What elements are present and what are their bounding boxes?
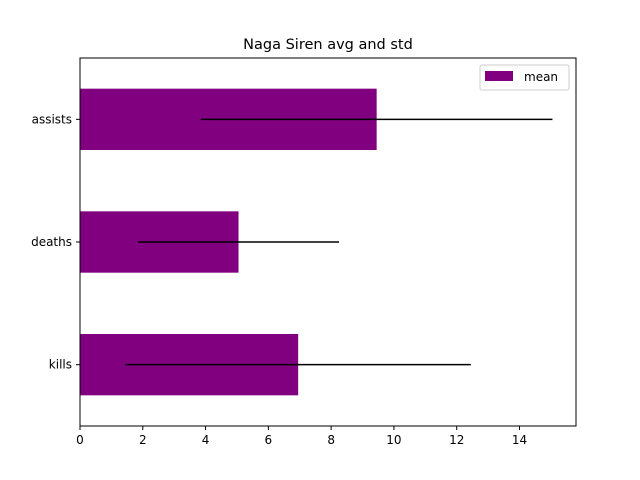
chart-title: Naga Siren avg and std: [243, 37, 413, 53]
x-tick-label: 0: [76, 433, 84, 447]
x-axis: 0 2 4 6 8 10 12 14: [76, 426, 527, 447]
error-bars-layer: [125, 118, 553, 366]
y-tick-label-assists: assists: [32, 112, 72, 126]
y-tick-label-kills: kills: [49, 358, 72, 372]
y-tick-label-deaths: deaths: [31, 235, 72, 249]
legend-swatch: [485, 71, 513, 81]
x-tick-label: 14: [512, 433, 527, 447]
x-tick-label: 2: [139, 433, 147, 447]
x-tick-label: 8: [327, 433, 335, 447]
x-tick-label: 6: [265, 433, 273, 447]
x-tick-label: 4: [202, 433, 210, 447]
x-tick-label: 12: [449, 433, 464, 447]
y-axis: kills deaths assists: [31, 112, 80, 372]
legend: mean: [479, 64, 570, 91]
x-tick-label: 10: [386, 433, 401, 447]
legend-label: mean: [524, 70, 558, 84]
